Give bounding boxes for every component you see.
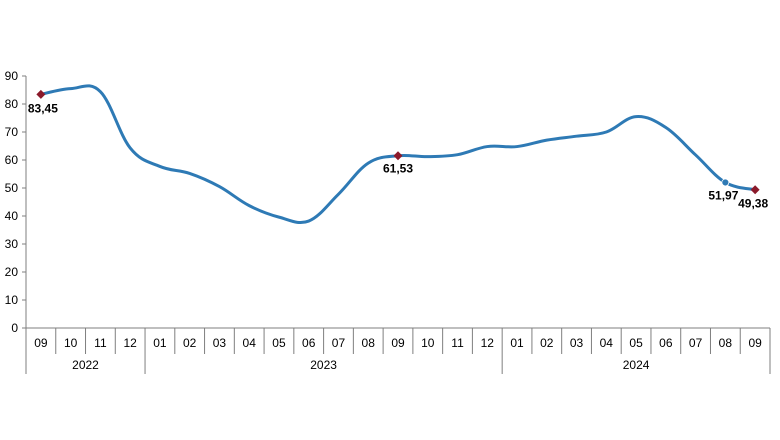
x-tick-label: 06 (302, 336, 316, 350)
year-label: 2022 (72, 358, 99, 372)
x-tick-label: 02 (183, 336, 197, 350)
year-label: 2024 (623, 358, 650, 372)
x-tick-label: 05 (629, 336, 643, 350)
x-tick-label: 09 (391, 336, 405, 350)
x-tick-label: 04 (243, 336, 257, 350)
x-tick-label: 09 (34, 336, 48, 350)
x-tick-label: 07 (332, 336, 346, 350)
data-point-marker (750, 185, 760, 195)
x-tick-label: 11 (451, 336, 464, 350)
x-tick-label: 01 (153, 336, 167, 350)
x-tick-label: 01 (510, 336, 524, 350)
data-label: 51,97 (708, 188, 738, 202)
x-tick-label: 12 (481, 336, 495, 350)
y-tick-label: 60 (5, 153, 19, 167)
x-tick-label: 10 (64, 336, 78, 350)
x-tick-label: 12 (123, 336, 137, 350)
x-axis-ticks: 09 10 11 12 01 02 03 04 05 06 07 08 09 10 11 12 01 02 03 04… (25, 328, 771, 354)
x-tick-label: 11 (94, 336, 107, 350)
year-label: 2023 (310, 358, 337, 372)
data-markers (36, 89, 760, 195)
x-tick-label: 10 (421, 336, 435, 350)
x-tick-label: 06 (659, 336, 673, 350)
y-tick-label: 0 (11, 321, 18, 335)
x-tick-label: 07 (689, 336, 703, 350)
data-label: 83,45 (28, 101, 58, 115)
y-tick-label: 10 (5, 293, 19, 307)
y-tick-label: 70 (5, 125, 19, 139)
y-tick-label: 50 (5, 181, 19, 195)
x-tick-label: 08 (719, 336, 733, 350)
data-point-marker (36, 89, 46, 99)
y-tick-label: 30 (5, 237, 19, 251)
x-tick-label: 02 (540, 336, 554, 350)
chart-axes (25, 76, 770, 329)
y-tick-label: 80 (5, 97, 19, 111)
data-point-marker (393, 151, 403, 161)
y-tick-label: 90 (5, 69, 19, 83)
data-label: 49,38 (738, 197, 768, 211)
x-tick-label: 05 (272, 336, 286, 350)
y-tick-label: 40 (5, 209, 19, 223)
data-point-marker (721, 178, 730, 187)
y-tick-label: 20 (5, 265, 19, 279)
x-tick-label: 03 (213, 336, 227, 350)
x-axis-years: 2022 2023 2024 (25, 328, 771, 374)
x-tick-label: 08 (362, 336, 376, 350)
data-label: 61,53 (383, 162, 413, 176)
x-tick-label: 04 (600, 336, 614, 350)
x-tick-label: 09 (748, 336, 762, 350)
x-tick-label: 03 (570, 336, 584, 350)
y-axis-ticks: 0 10 20 30 40 50 60 70 80 90 (5, 69, 26, 335)
